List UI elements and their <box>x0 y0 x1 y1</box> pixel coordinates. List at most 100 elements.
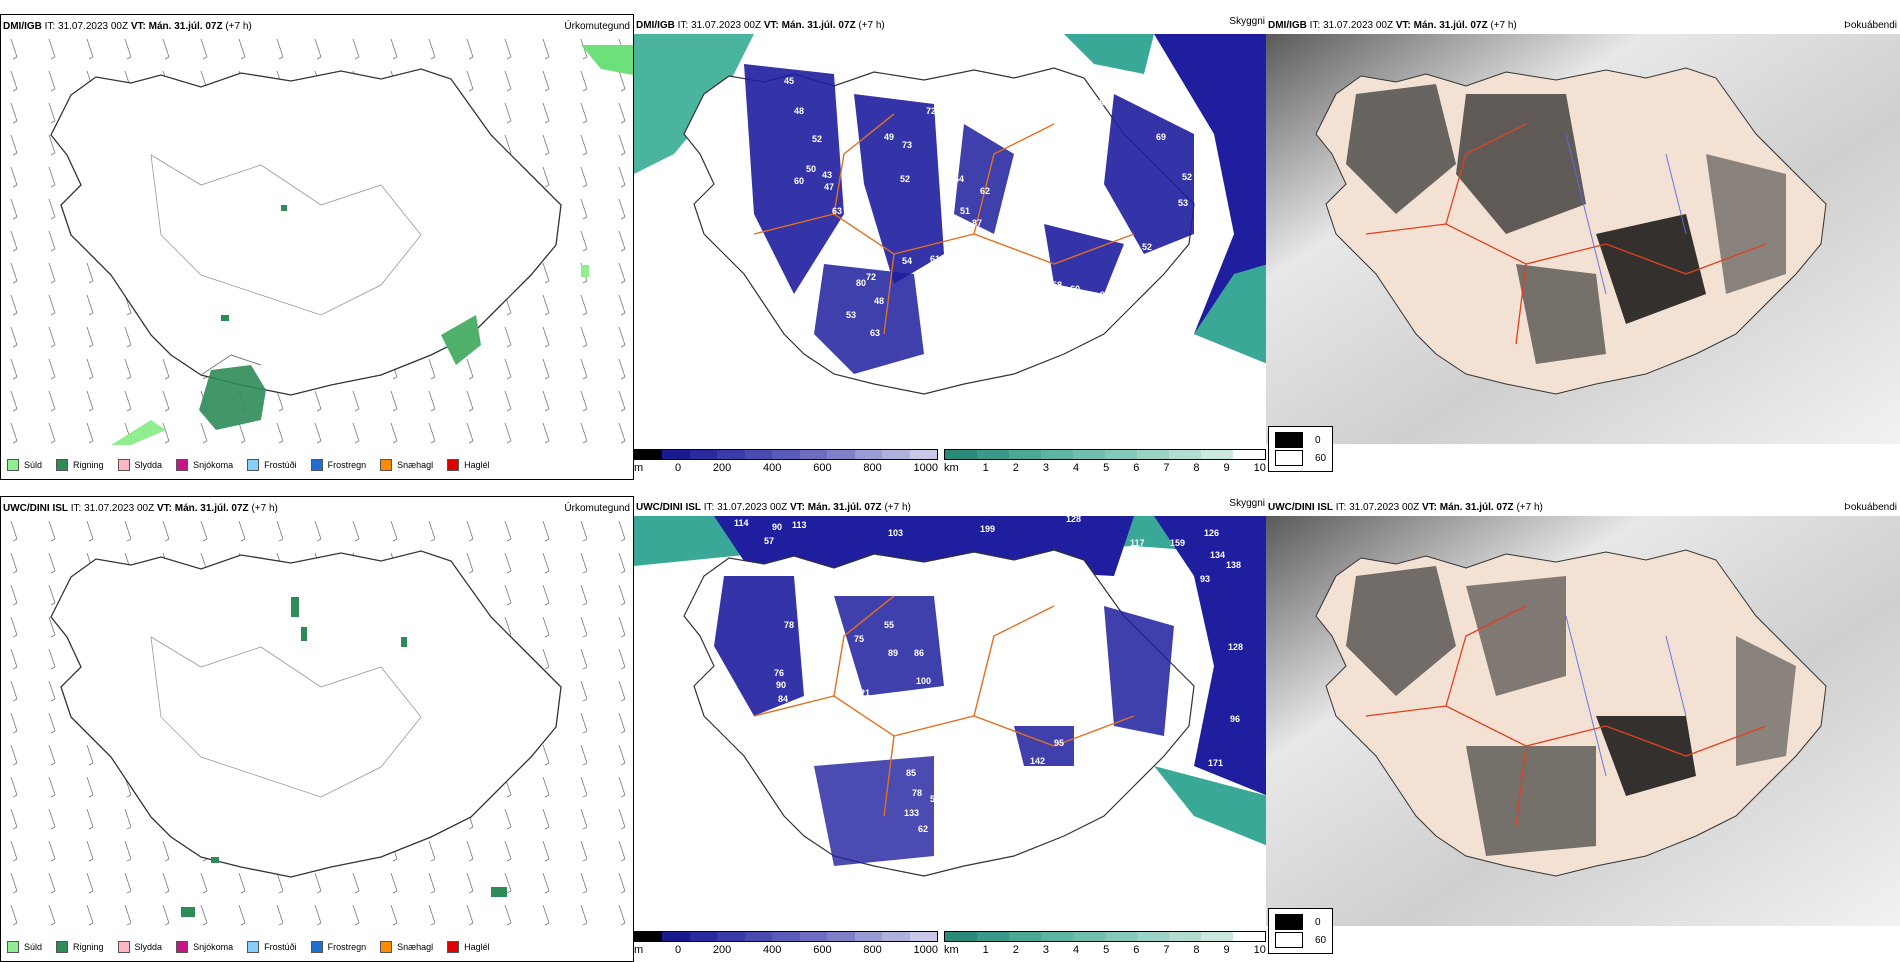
svg-text:138: 138 <box>1226 560 1241 570</box>
svg-text:171: 171 <box>1208 758 1223 768</box>
svg-text:72: 72 <box>866 272 876 282</box>
svg-text:48: 48 <box>874 296 884 306</box>
svg-text:78: 78 <box>784 620 794 630</box>
svg-text:96: 96 <box>1230 714 1240 724</box>
panel-fog-index-uwc: UWC/DINI ISL IT: 31.07.2023 00Z VT: Mán.… <box>1266 496 1900 962</box>
svg-text:101: 101 <box>808 568 823 578</box>
svg-text:84: 84 <box>950 796 960 806</box>
svg-text:56: 56 <box>930 794 940 804</box>
svg-text:62: 62 <box>1118 274 1128 284</box>
svg-text:73: 73 <box>902 140 912 150</box>
iceland-outline <box>683 549 1195 877</box>
field-name: Úrkomutegund <box>564 503 630 514</box>
iceland-outline <box>50 550 562 878</box>
svg-text:87: 87 <box>972 382 982 392</box>
precip-map <box>1 517 633 927</box>
height-colorbar: m 0 200 400 600 800 1000 <box>634 449 938 474</box>
svg-text:52: 52 <box>1196 166 1206 176</box>
visibility-map: 45 48 52 49 73 72 58 56 60 69 50 43 51 8… <box>634 34 1268 434</box>
svg-text:52: 52 <box>1142 242 1152 252</box>
svg-text:90: 90 <box>776 680 786 690</box>
visibility-map: 114 90 113 57 103 199 128 117 159 126 13… <box>634 516 1268 916</box>
svg-text:118: 118 <box>972 326 987 336</box>
svg-text:12: 12 <box>880 712 890 722</box>
svg-text:85: 85 <box>1026 188 1036 198</box>
svg-text:69: 69 <box>1156 132 1166 142</box>
svg-text:142: 142 <box>1030 756 1045 766</box>
panel-title: DMI/IGB IT: 31.07.2023 00Z VT: Mán. 31.j… <box>636 20 885 31</box>
height-colorbar: m 0 200 400 600 800 1000 <box>634 931 938 956</box>
svg-text:57: 57 <box>764 536 774 546</box>
svg-text:134: 134 <box>1210 550 1225 560</box>
svg-text:75: 75 <box>854 634 864 644</box>
visibility-colorbar: km 1 2 3 4 5 6 7 8 9 10 <box>944 449 1266 474</box>
svg-text:128: 128 <box>1066 516 1081 524</box>
svg-text:63: 63 <box>832 206 842 216</box>
svg-text:71: 71 <box>924 328 934 338</box>
svg-text:107: 107 <box>1184 296 1199 306</box>
svg-text:84: 84 <box>778 694 788 704</box>
svg-text:86: 86 <box>914 648 924 658</box>
svg-text:90: 90 <box>772 522 782 532</box>
svg-text:60: 60 <box>1070 284 1080 294</box>
svg-text:60: 60 <box>794 176 804 186</box>
svg-text:93: 93 <box>1200 574 1210 584</box>
svg-text:87: 87 <box>972 218 982 228</box>
svg-text:101: 101 <box>1178 574 1193 584</box>
panel-fog-index-dmi: DMI/IGB IT: 31.07.2023 00Z VT: Mán. 31.j… <box>1266 14 1900 480</box>
svg-text:44: 44 <box>1146 260 1156 270</box>
svg-text:54: 54 <box>902 256 912 266</box>
svg-text:58: 58 <box>1094 98 1104 108</box>
svg-text:109: 109 <box>940 638 955 648</box>
svg-text:78: 78 <box>912 788 922 798</box>
svg-text:80: 80 <box>856 278 866 288</box>
visibility-colorbar: km 1 2 3 4 5 6 7 8 9 10 <box>944 931 1266 956</box>
svg-text:89: 89 <box>888 648 898 658</box>
svg-text:64: 64 <box>954 174 964 184</box>
svg-text:59: 59 <box>844 240 854 250</box>
svg-text:117: 117 <box>1130 538 1145 548</box>
svg-text:128: 128 <box>1228 642 1243 652</box>
svg-text:45: 45 <box>784 76 794 86</box>
svg-text:199: 199 <box>980 524 995 534</box>
svg-text:47: 47 <box>824 182 834 192</box>
fog-legend: 0 60 <box>1268 908 1334 954</box>
svg-text:50: 50 <box>806 164 816 174</box>
svg-text:126: 126 <box>1204 528 1219 538</box>
svg-text:51: 51 <box>960 206 970 216</box>
svg-text:87: 87 <box>872 572 882 582</box>
svg-text:113: 113 <box>792 520 807 530</box>
rain-area <box>199 365 266 430</box>
svg-text:95: 95 <box>1054 738 1064 748</box>
precip-legend: Súld Rigning Slydda Snjókoma Frostúði Fr… <box>7 941 504 953</box>
svg-text:43: 43 <box>822 170 832 180</box>
svg-text:100: 100 <box>916 676 931 686</box>
field-name: Skyggni <box>1229 498 1265 509</box>
svg-text:21: 21 <box>860 688 870 698</box>
svg-text:73: 73 <box>814 684 824 694</box>
svg-text:52: 52 <box>812 134 822 144</box>
panel-title: UWC/DINI ISL IT: 31.07.2023 00Z VT: Mán.… <box>3 503 278 514</box>
svg-text:84: 84 <box>956 388 966 398</box>
svg-text:55: 55 <box>884 620 894 630</box>
svg-text:66: 66 <box>1198 202 1208 212</box>
panel-precip-type-dmi: DMI/IGB IT: 31.07.2023 00Z VT: Mán. 31.j… <box>0 14 634 480</box>
svg-text:60: 60 <box>936 398 946 408</box>
svg-text:90: 90 <box>1100 290 1110 300</box>
panel-title: DMI/IGB IT: 31.07.2023 00Z VT: Mán. 31.j… <box>3 21 252 32</box>
svg-text:133: 133 <box>904 808 919 818</box>
svg-text:56: 56 <box>1144 88 1154 98</box>
field-name: Úrkomutegund <box>564 21 630 32</box>
svg-text:49: 49 <box>884 132 894 142</box>
field-name: Skyggni <box>1229 16 1265 27</box>
svg-text:61: 61 <box>930 254 940 264</box>
svg-text:53: 53 <box>1178 198 1188 208</box>
svg-text:76: 76 <box>774 668 784 678</box>
precip-legend: Súld Rigning Slydda Snjókoma Frostúði Fr… <box>7 459 504 471</box>
fog-legend: 0 60 <box>1268 426 1334 472</box>
svg-text:53: 53 <box>846 310 856 320</box>
svg-text:116: 116 <box>910 570 925 580</box>
field-name: Þokuábendi <box>1844 20 1897 31</box>
panel-title: DMI/IGB IT: 31.07.2023 00Z VT: Mán. 31.j… <box>1268 20 1517 31</box>
svg-text:85: 85 <box>906 768 916 778</box>
